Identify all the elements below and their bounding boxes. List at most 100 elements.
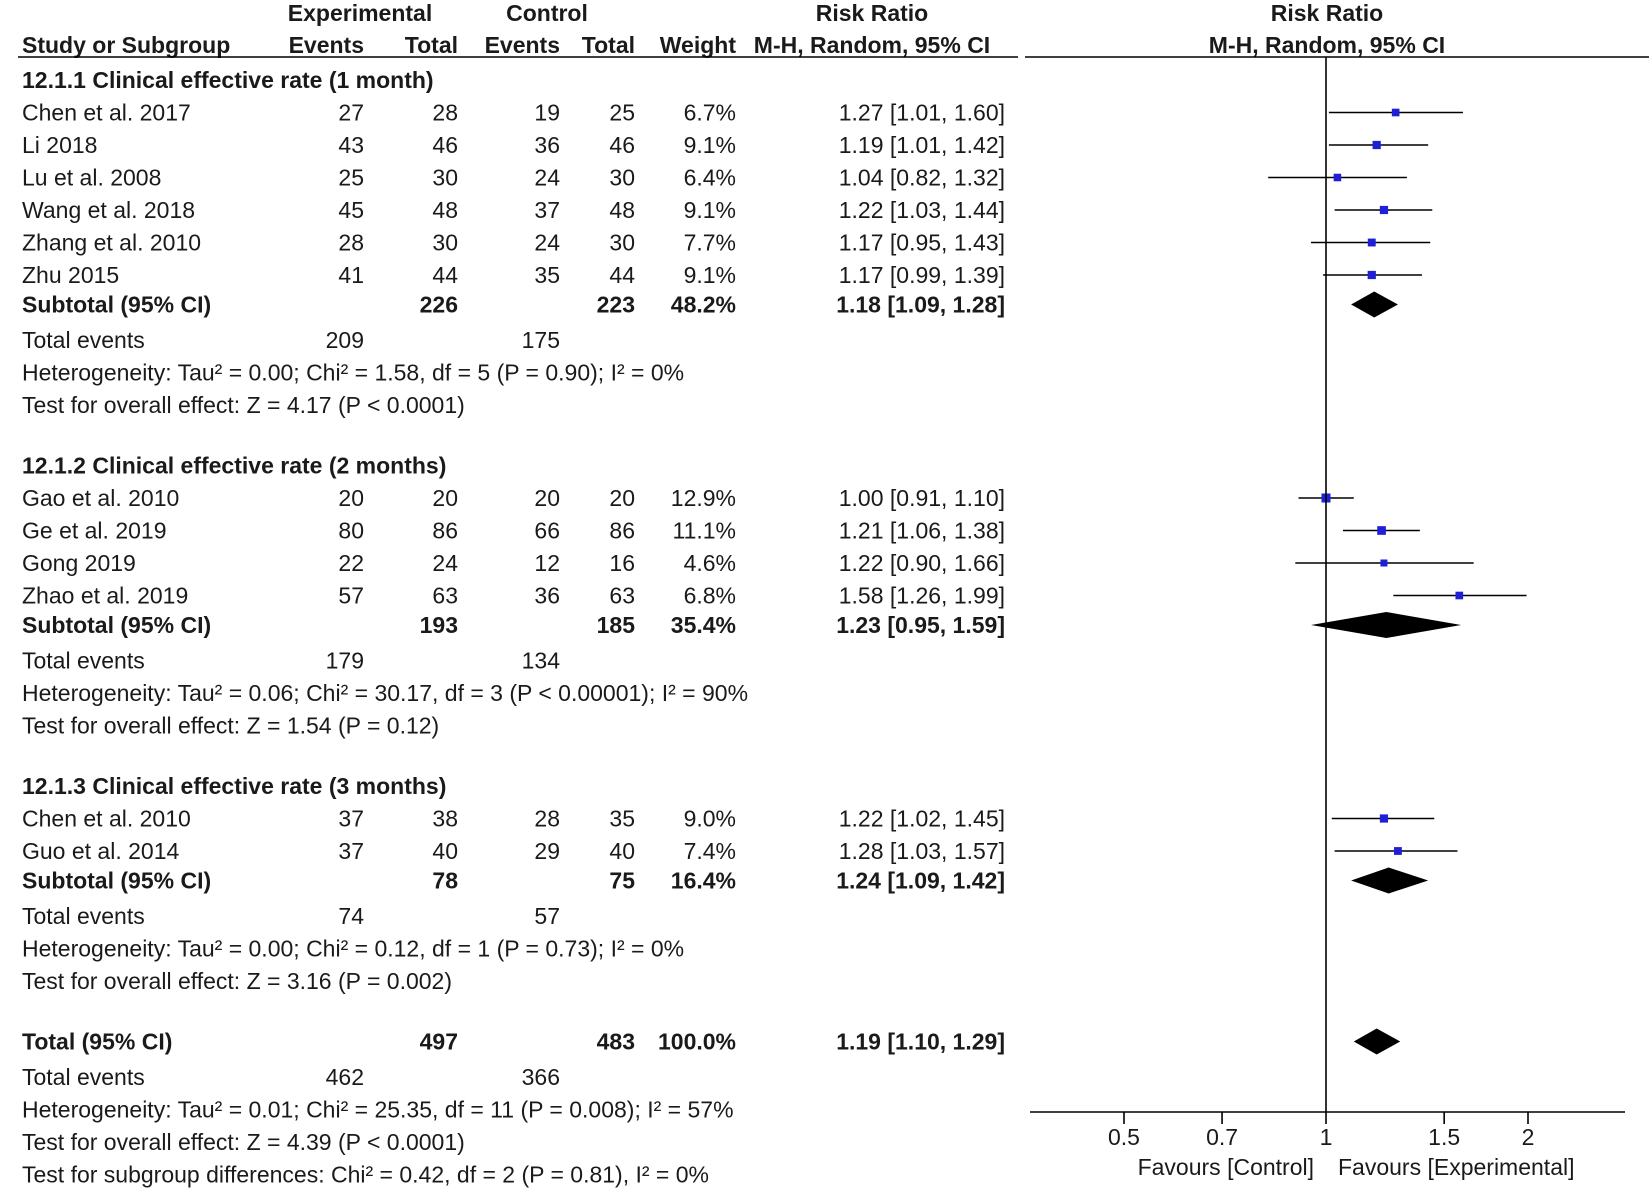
exp-events: 37 [338,806,364,832]
ctrl-total: 25 [609,100,635,126]
exp-total: 30 [432,230,458,256]
subtotal-label: Subtotal (95% CI) [22,612,211,638]
study-name: Guo et al. 2014 [22,838,179,864]
subtotal-weight: 35.4% [671,612,736,638]
total-events-exp: 209 [326,327,364,353]
study-weight: 9.1% [684,132,736,158]
ctrl-total: 63 [609,583,635,609]
exp-events: 22 [338,550,364,576]
effect-square [1394,847,1402,855]
header-weight: Weight [660,32,737,58]
study-ci: 1.17 [0.95, 1.43] [839,230,1005,256]
overall-effect-text: Test for overall effect: Z = 3.16 (P = 0… [22,968,452,994]
subtotal-weight: 48.2% [671,292,736,318]
header-exp-total: Total [405,32,458,58]
subgroup-title: 12.1.3 Clinical effective rate (3 months… [22,773,446,799]
exp-events: 25 [338,165,364,191]
study-name: Gao et al. 2010 [22,485,179,511]
ctrl-total: 16 [609,550,635,576]
effect-square [1391,108,1400,117]
exp-total: 46 [432,132,458,158]
exp-total: 30 [432,165,458,191]
favours-control-label: Favours [Control] [1138,1154,1314,1180]
ctrl-events: 36 [534,132,560,158]
effect-square [1333,173,1342,182]
overall-effect-text: Test for overall effect: Z = 4.39 (P < 0… [22,1129,465,1155]
header-experimental: Experimental [288,0,432,26]
study-weight: 4.6% [684,550,736,576]
subgroup-title: 12.1.1 Clinical effective rate (1 month) [22,67,434,93]
header-exp-events: Events [289,32,364,58]
x-tick-label: 1.5 [1428,1124,1460,1150]
ctrl-events: 12 [534,550,560,576]
total-events-label: Total events [22,648,145,674]
exp-total: 63 [432,583,458,609]
subtotal-diamond [1351,291,1398,318]
effect-square [1367,270,1376,280]
subtotal-ci: 1.24 [1.09, 1.42] [836,868,1005,894]
ctrl-events: 24 [534,230,560,256]
study-ci: 1.19 [1.01, 1.42] [839,132,1005,158]
header-ctrl-events: Events [485,32,560,58]
subtotal-exp-total: 78 [432,868,458,894]
plot-method: M-H, Random, 95% CI [1209,32,1445,58]
total-events-exp: 179 [326,648,364,674]
ctrl-total: 40 [609,838,635,864]
x-tick-label: 1 [1320,1124,1333,1150]
heterogeneity-text: Heterogeneity: Tau² = 0.06; Chi² = 30.17… [22,680,748,706]
overall-effect-text: Test for overall effect: Z = 1.54 (P = 0… [22,713,439,739]
study-ci: 1.27 [1.01, 1.60] [839,100,1005,126]
ctrl-events: 37 [534,197,560,223]
total-events-label: Total events [22,903,145,929]
study-ci: 1.22 [1.02, 1.45] [839,806,1005,832]
ctrl-total: 86 [609,518,635,544]
subtotal-diamond [1311,612,1462,638]
study-weight: 7.4% [684,838,736,864]
study-weight: 7.7% [684,230,736,256]
overall-effect-text: Test for overall effect: Z = 4.17 (P < 0… [22,392,465,418]
study-weight: 9.1% [684,197,736,223]
subtotal-diamond [1351,867,1429,894]
effect-square [1377,526,1386,535]
header-study: Study or Subgroup [22,32,230,58]
exp-total: 86 [432,518,458,544]
favours-experimental-label: Favours [Experimental] [1338,1154,1574,1180]
exp-total: 28 [432,100,458,126]
ctrl-total: 48 [609,197,635,223]
subtotal-ci: 1.23 [0.95, 1.59] [836,612,1005,638]
header-rr-method: M-H, Random, 95% CI [754,32,990,58]
study-ci: 1.58 [1.26, 1.99] [839,583,1005,609]
x-tick-label: 0.7 [1206,1124,1238,1150]
heterogeneity-text: Heterogeneity: Tau² = 0.00; Chi² = 1.58,… [22,360,684,386]
ctrl-total: 30 [609,230,635,256]
ctrl-events: 36 [534,583,560,609]
total-events-label: Total events [22,1064,145,1090]
total-events-ctrl: 366 [522,1064,560,1090]
total-events-ctrl: 134 [522,648,561,674]
subtotal-ci: 1.18 [1.09, 1.28] [836,292,1005,318]
ctrl-events: 66 [534,518,560,544]
total-diamond [1353,1028,1401,1055]
total-ci: 1.19 [1.10, 1.29] [836,1029,1005,1055]
study-name: Chen et al. 2010 [22,806,191,832]
study-ci: 1.22 [0.90, 1.66] [839,550,1005,576]
subtotal-ctrl-total: 75 [609,868,635,894]
study-name: Zhao et al. 2019 [22,583,188,609]
total-events-exp: 462 [326,1064,364,1090]
exp-events: 28 [338,230,364,256]
heterogeneity-text: Heterogeneity: Tau² = 0.00; Chi² = 0.12,… [22,936,684,962]
study-weight: 9.0% [684,806,736,832]
exp-events: 43 [338,132,364,158]
study-ci: 1.28 [1.03, 1.57] [839,838,1005,864]
ctrl-total: 30 [609,165,635,191]
exp-total: 44 [432,262,458,288]
plot-title: Risk Ratio [1271,0,1383,26]
header-control: Control [506,0,588,26]
effect-square [1379,205,1389,215]
exp-events: 57 [338,583,364,609]
ctrl-events: 24 [534,165,560,191]
x-tick-label: 0.5 [1108,1124,1140,1150]
exp-total: 38 [432,806,458,832]
subtotal-label: Subtotal (95% CI) [22,292,211,318]
